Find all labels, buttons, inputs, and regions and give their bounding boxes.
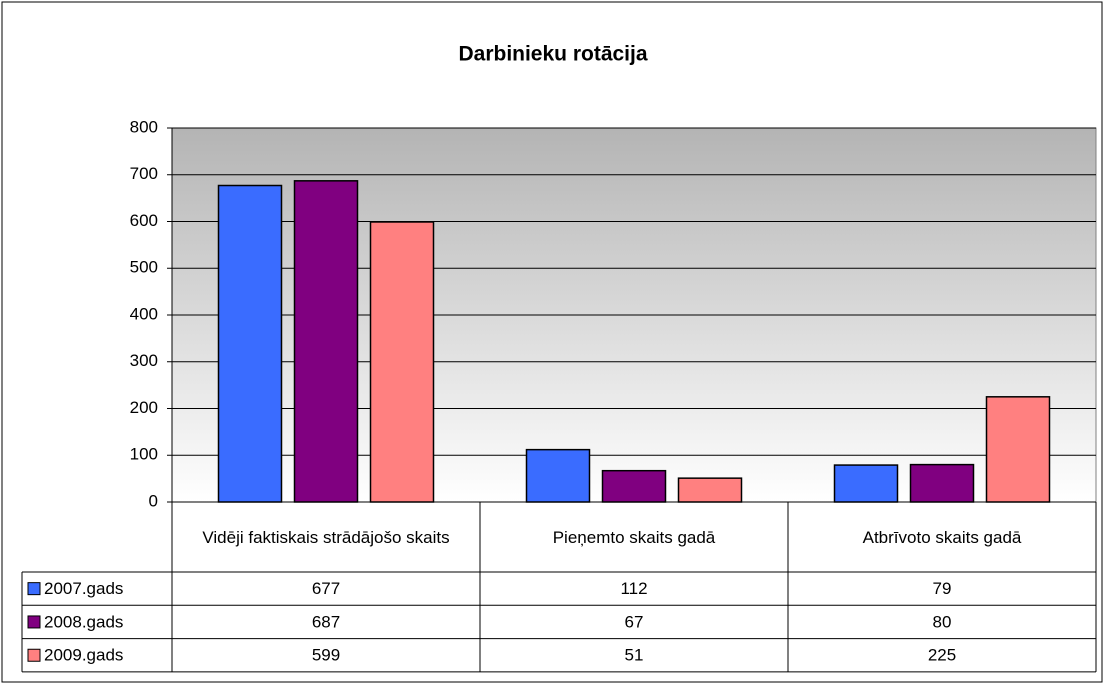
x-tick-label: Pieņemto skaits gadā	[552, 527, 716, 547]
y-tick-label: 100	[130, 445, 158, 464]
bar	[909, 463, 975, 503]
y-tick-label: 800	[130, 117, 158, 136]
y-tick-label: 700	[130, 164, 158, 183]
table-value: 67	[625, 612, 644, 631]
bar	[293, 180, 359, 503]
table-value: 80	[933, 612, 952, 631]
y-tick-label: 0	[149, 491, 158, 510]
bar	[217, 184, 283, 503]
y-tick-label: 300	[130, 351, 158, 370]
bar	[525, 448, 591, 503]
legend-label: 2009.gads	[44, 646, 123, 665]
legend-key	[27, 648, 41, 662]
y-tick-label: 400	[130, 304, 158, 323]
x-tick-label-box: Atbrīvoto skaits gadā	[862, 527, 1022, 547]
x-tick-label: Vidēji faktiskais strādājošo skaits	[202, 527, 450, 547]
table-value: 79	[933, 579, 952, 598]
y-tick-label: 200	[130, 398, 158, 417]
bar	[985, 396, 1051, 503]
legend-label: 2008.gads	[44, 612, 123, 631]
y-tick-label: 500	[130, 258, 158, 277]
bar	[677, 477, 743, 503]
x-tick-label-box: Pieņemto skaits gadā	[552, 527, 716, 547]
x-tick-label-box: Vidēji faktiskais strādājošo skaits	[202, 527, 450, 547]
table-value: 225	[928, 646, 956, 665]
table-value: 599	[312, 646, 340, 665]
table-value: 51	[625, 646, 644, 665]
legend-key	[27, 582, 41, 596]
bar	[369, 221, 435, 503]
legend-label: 2007.gads	[44, 579, 123, 598]
table-value: 112	[620, 579, 647, 598]
bar	[601, 469, 667, 503]
legend-key	[27, 615, 41, 629]
table-value: 677	[312, 579, 340, 598]
chart-title: Darbinieku rotācija	[458, 43, 647, 66]
x-tick-label: Atbrīvoto skaits gadā	[862, 527, 1022, 547]
bar	[833, 464, 899, 503]
table-value: 687	[312, 612, 340, 631]
y-tick-label: 600	[130, 211, 158, 230]
